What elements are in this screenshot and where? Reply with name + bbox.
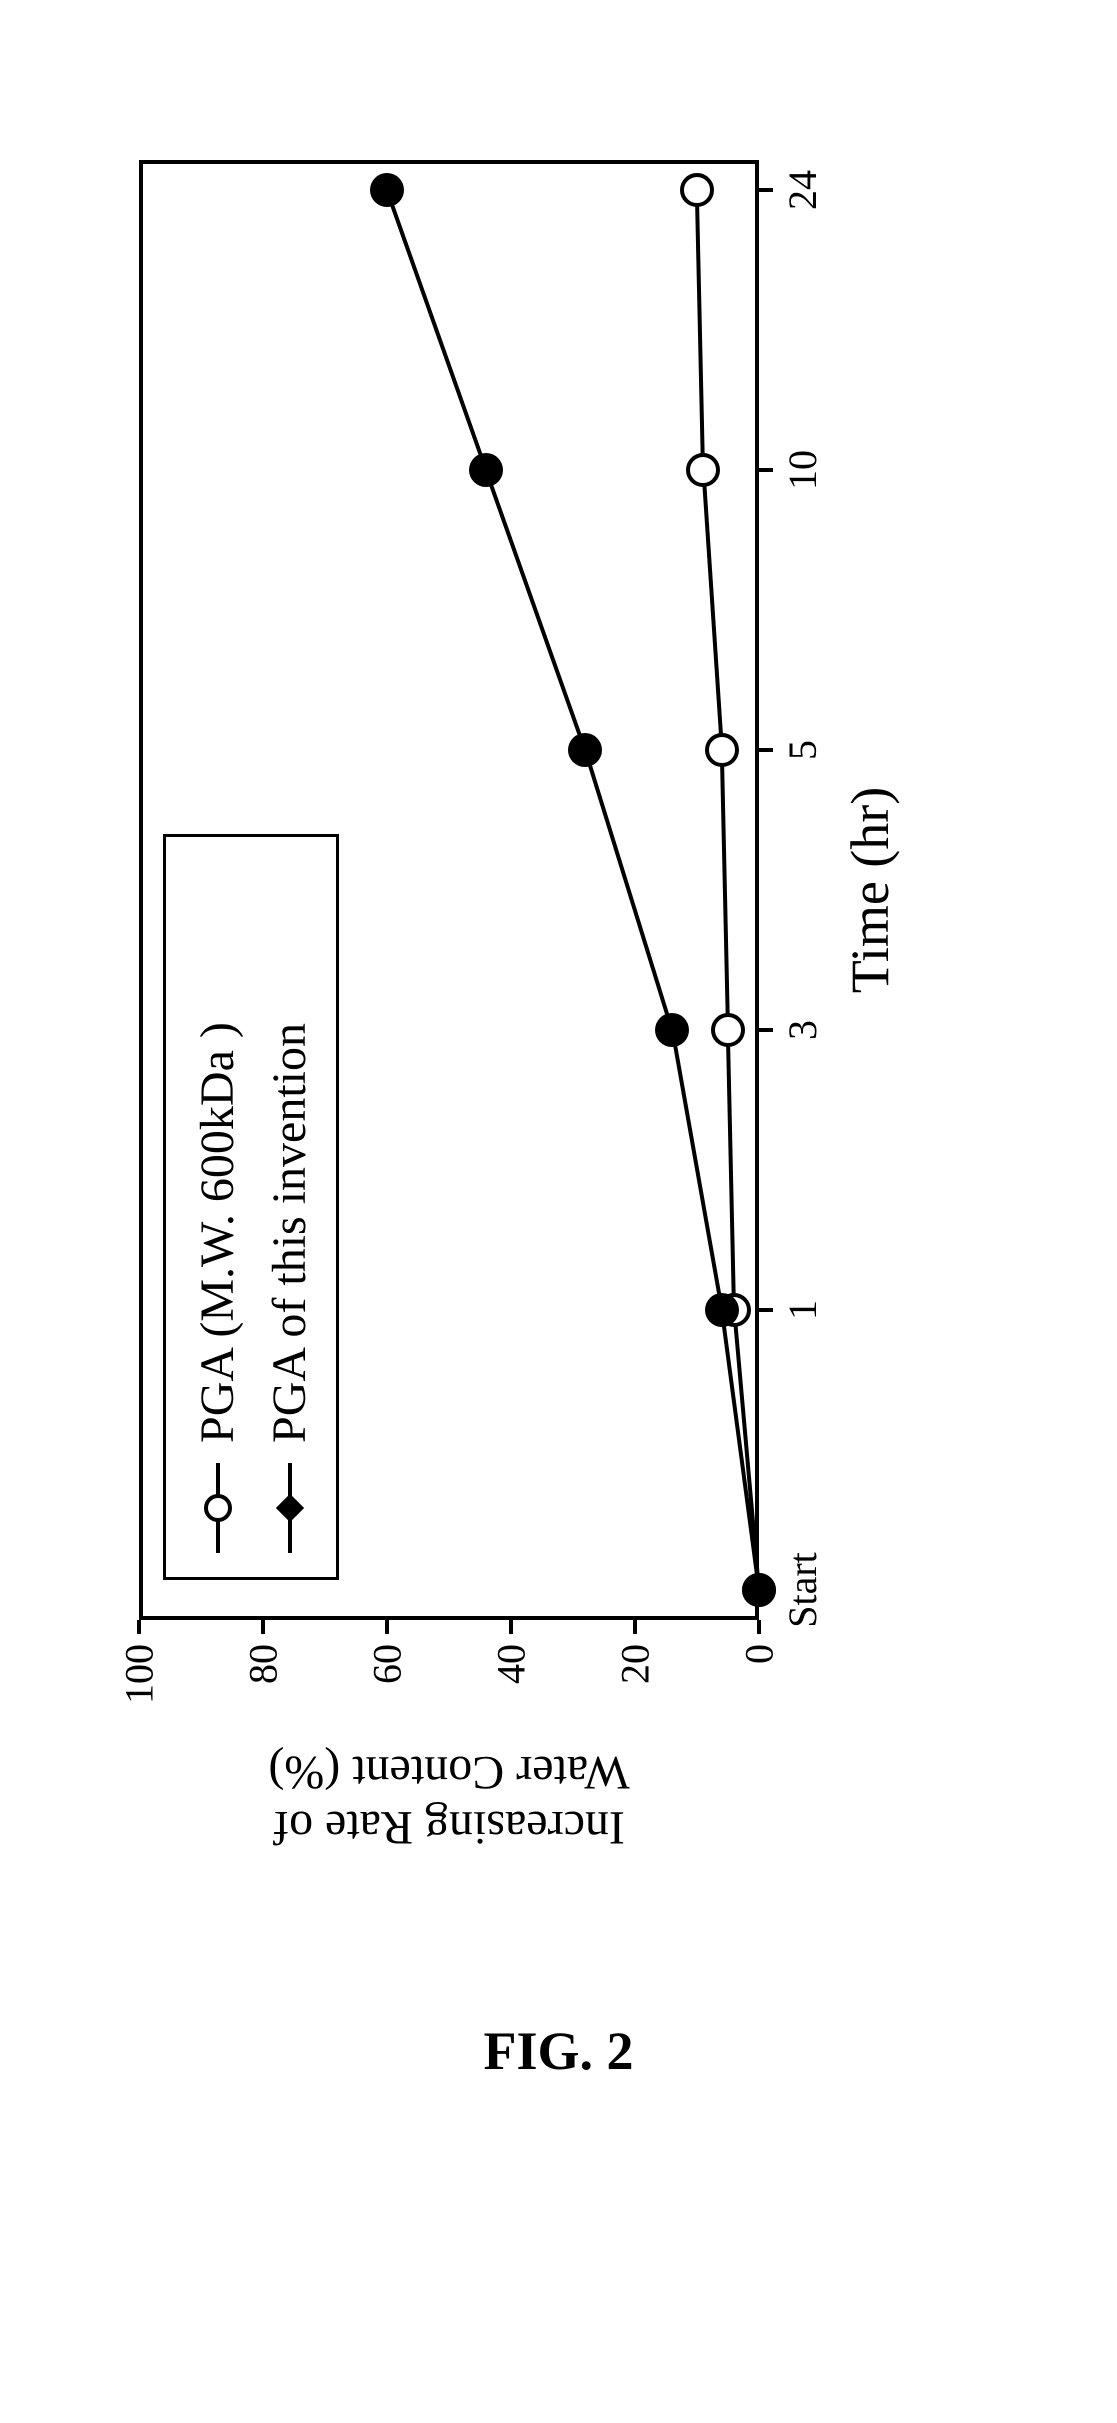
- x-tick-label: Start: [779, 1552, 826, 1628]
- y-tick: [633, 1620, 637, 1634]
- page-root: PGA (M.W. 600kDa ) PGA of this invention…: [0, 0, 1117, 2423]
- legend-entry-0: PGA (M.W. 600kDa ): [190, 1022, 245, 1553]
- x-tick-label: 10: [779, 450, 826, 490]
- y-axis-title: Increasing Rate ofWater Content (%): [268, 1745, 629, 1855]
- legend-entry-1: PGA of this invention: [262, 1023, 317, 1553]
- x-tick-label: 3: [779, 1020, 826, 1040]
- x-tick: [759, 748, 773, 752]
- x-tick: [759, 468, 773, 472]
- legend-sample-line-1: [287, 1463, 291, 1553]
- y-tick: [137, 1620, 141, 1634]
- y-tick-label: 60: [363, 1644, 410, 1684]
- open-circle-marker: [686, 453, 720, 487]
- solid-marker: [655, 1013, 689, 1047]
- open-circle-marker: [711, 1013, 745, 1047]
- legend-label-0: PGA (M.W. 600kDa ): [190, 1022, 245, 1443]
- y-tick-label: 100: [115, 1644, 162, 1704]
- x-tick: [759, 188, 773, 192]
- x-tick-label: 24: [779, 170, 826, 210]
- y-tick: [757, 1620, 761, 1634]
- y-tick-label: 20: [611, 1644, 658, 1684]
- solid-marker: [469, 453, 503, 487]
- x-tick-label: 5: [779, 740, 826, 760]
- y-tick: [385, 1620, 389, 1634]
- x-axis-title: Time (hr): [839, 787, 901, 994]
- open-circle-marker: [704, 733, 738, 767]
- solid-marker: [742, 1573, 776, 1607]
- legend-sample-line-0: [215, 1463, 219, 1553]
- y-tick: [261, 1620, 265, 1634]
- x-tick-label: 1: [779, 1300, 826, 1320]
- solid-marker: [370, 173, 404, 207]
- y-tick-label: 40: [487, 1644, 534, 1684]
- open-circle-marker: [680, 173, 714, 207]
- legend-label-1: PGA of this invention: [262, 1023, 317, 1443]
- legend-box: PGA (M.W. 600kDa ) PGA of this invention: [163, 834, 339, 1580]
- solid-marker: [704, 1293, 738, 1327]
- x-tick: [759, 1308, 773, 1312]
- y-tick-label: 80: [239, 1644, 286, 1684]
- figure-caption: FIG. 2: [483, 2020, 633, 2082]
- y-tick: [509, 1620, 513, 1634]
- x-tick: [759, 1028, 773, 1032]
- solid-marker: [568, 733, 602, 767]
- open-circle-icon: [203, 1494, 231, 1522]
- solid-diamond-icon: [275, 1494, 303, 1522]
- chart-rotated-container: PGA (M.W. 600kDa ) PGA of this invention…: [79, 100, 1039, 1900]
- y-tick-label: 0: [735, 1644, 782, 1664]
